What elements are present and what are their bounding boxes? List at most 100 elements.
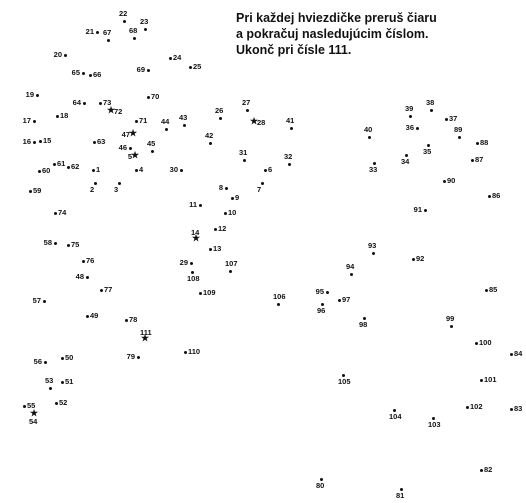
dot-number: 60	[42, 166, 51, 175]
dot-marker	[399, 487, 403, 491]
dot-marker	[208, 141, 212, 145]
dot-number: 47	[121, 130, 130, 139]
dot-number: 81	[396, 491, 405, 500]
dot-marker	[260, 181, 264, 185]
dot-marker	[60, 380, 64, 384]
dot-number: 48	[75, 272, 84, 281]
dot-number: 50	[65, 353, 74, 362]
dot-marker	[479, 468, 483, 472]
dot-number: 33	[369, 165, 378, 174]
dot-marker	[88, 73, 92, 77]
dot-marker	[198, 291, 202, 295]
dot-marker	[66, 165, 70, 169]
dot-marker	[106, 38, 110, 42]
dot-marker	[134, 168, 138, 172]
dot-marker	[408, 114, 412, 118]
dot-number: 111	[140, 328, 152, 337]
dot-number: 31	[239, 148, 248, 157]
dot-marker	[28, 189, 32, 193]
dot-marker	[474, 341, 478, 345]
dot-marker	[43, 360, 47, 364]
dot-marker	[431, 416, 435, 420]
dot-marker	[93, 181, 97, 185]
dot-marker	[22, 404, 26, 408]
dot-marker	[66, 243, 70, 247]
dot-number: 69	[136, 65, 145, 74]
dot-number: 75	[71, 240, 80, 249]
dot-number: 40	[364, 125, 373, 134]
dot-number: 28	[257, 118, 266, 127]
dot-marker	[228, 269, 232, 273]
dot-marker	[63, 53, 67, 57]
dot-number: 97	[342, 295, 351, 304]
dot-marker	[85, 275, 89, 279]
dot-number: 79	[126, 352, 135, 361]
dot-number: 10	[228, 208, 237, 217]
dot-number: 89	[454, 125, 463, 134]
dot-marker	[53, 241, 57, 245]
dot-marker	[223, 211, 227, 215]
dot-marker	[91, 168, 95, 172]
star-icon: ★	[107, 105, 116, 115]
dot-marker	[509, 407, 513, 411]
dot-marker	[32, 119, 36, 123]
dot-marker	[415, 126, 419, 130]
dot-marker	[423, 208, 427, 212]
dot-marker	[150, 149, 154, 153]
dot-number: 21	[85, 27, 94, 36]
dot-marker	[337, 298, 341, 302]
dot-marker	[146, 95, 150, 99]
dot-number: 59	[33, 186, 42, 195]
dot-marker	[349, 272, 353, 276]
dot-marker	[479, 378, 483, 382]
dot-number: 107	[225, 259, 238, 268]
dot-number: 93	[368, 241, 377, 250]
dot-marker	[136, 355, 140, 359]
dot-number: 16	[22, 137, 31, 146]
dot-number: 83	[514, 404, 523, 413]
dot-marker	[188, 65, 192, 69]
dot-number: 105	[338, 377, 351, 386]
dot-marker	[411, 257, 415, 261]
dot-number: 66	[93, 70, 102, 79]
dot-number: 80	[316, 481, 325, 490]
dot-marker	[164, 127, 168, 131]
dot-number: 27	[242, 98, 251, 107]
dot-marker	[32, 140, 36, 144]
dot-marker	[367, 135, 371, 139]
dot-number: 58	[43, 238, 52, 247]
dot-marker	[168, 56, 172, 60]
dot-number: 110	[188, 347, 201, 356]
dot-marker	[82, 101, 86, 105]
dot-marker	[182, 123, 186, 127]
dot-number: 20	[53, 50, 62, 59]
star-icon: ★	[192, 233, 201, 243]
dot-marker	[179, 168, 183, 172]
dot-marker	[442, 179, 446, 183]
dot-number: 62	[71, 162, 80, 171]
dot-marker	[128, 146, 132, 150]
dot-marker	[189, 261, 193, 265]
dot-marker	[242, 158, 246, 162]
dot-number: 63	[97, 137, 106, 146]
dot-number: 91	[413, 205, 422, 214]
star-icon: ★	[30, 408, 39, 418]
dot-number: 72	[114, 107, 123, 116]
dot-marker	[218, 116, 222, 120]
dot-marker	[208, 247, 212, 251]
dot-marker	[52, 162, 56, 166]
dot-marker	[287, 162, 291, 166]
dot-marker	[465, 405, 469, 409]
dot-marker	[37, 169, 41, 173]
dot-marker	[289, 126, 293, 130]
dot-number: 24	[173, 53, 182, 62]
dot-marker	[372, 161, 376, 165]
dot-marker	[362, 316, 366, 320]
dot-marker	[449, 324, 453, 328]
dot-number: 17	[22, 116, 31, 125]
star-icon: ★	[131, 150, 140, 160]
dot-number: 78	[129, 315, 138, 324]
dot-number: 77	[104, 285, 113, 294]
dot-marker	[95, 30, 99, 34]
dot-marker	[325, 290, 329, 294]
